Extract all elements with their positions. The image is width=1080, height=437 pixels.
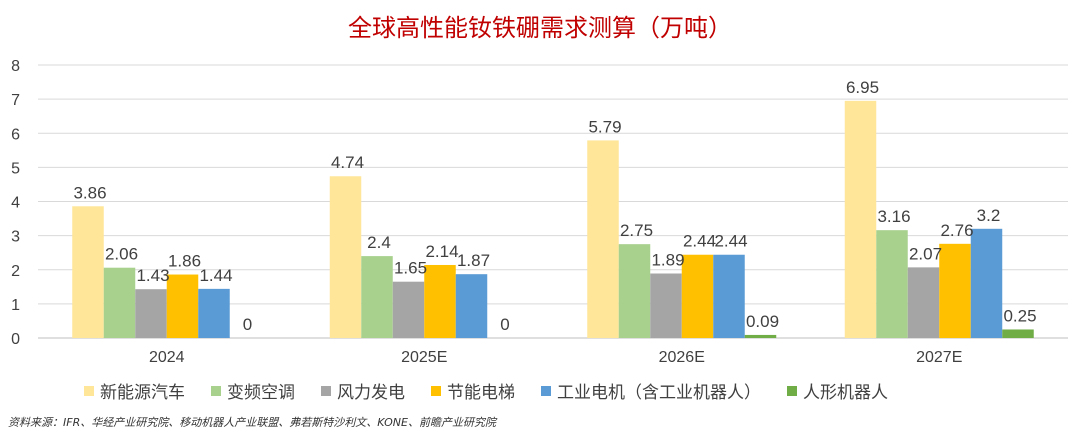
bar-2027E-4	[970, 228, 1003, 338]
bar-2027E-5	[1002, 329, 1034, 338]
x-tick-label: 2024	[149, 349, 185, 366]
data-label: 2.44	[714, 232, 747, 251]
bar-2024-1	[103, 267, 136, 338]
y-tick-label: 6	[11, 126, 20, 143]
data-label: 1.44	[199, 266, 232, 285]
data-label: 1.89	[651, 251, 684, 270]
bar-2024-4	[198, 288, 230, 338]
bar-2025E-3	[424, 264, 456, 338]
legend-item-5: 人形机器人	[787, 378, 888, 403]
data-label: 4.74	[331, 153, 364, 172]
x-tick-label: 2027E	[916, 349, 962, 366]
legend-label: 新能源汽车	[100, 383, 185, 403]
legend-swatch	[321, 385, 331, 396]
legend-item-4: 工业电机（含工业机器人）	[541, 378, 761, 403]
data-label: 2.4	[367, 233, 391, 252]
source-note: 资料来源：IFR、华经产业研究院、移动机器人产业联盟、弗若斯特沙利文、KONE、…	[8, 416, 496, 429]
bar-2024-2	[135, 289, 167, 338]
bar-2026E-2	[650, 273, 682, 338]
bar-2025E-0	[329, 176, 362, 338]
legend: 新能源汽车 变频空调 风力发电 节能电梯 工业电机（含工业机器人） 人形机器人	[84, 378, 914, 403]
bar-2024-3	[166, 274, 199, 338]
data-label: 1.65	[394, 259, 427, 278]
legend-item-0: 新能源汽车	[84, 378, 185, 403]
data-label: 2.06	[105, 245, 138, 264]
data-label: 2.75	[620, 221, 653, 240]
bar-2024-0	[72, 206, 104, 338]
data-label: 0	[500, 315, 509, 334]
bar-2026E-3	[681, 254, 714, 338]
legend-swatch	[84, 385, 94, 396]
y-tick-label: 2	[11, 263, 20, 280]
y-tick-label: 0	[11, 331, 20, 348]
bar-2025E-4	[455, 274, 488, 338]
data-label: 0.25	[1003, 306, 1036, 325]
legend-swatch	[787, 385, 797, 396]
y-tick-label: 5	[11, 160, 20, 177]
y-tick-label: 7	[11, 92, 20, 109]
legend-label: 风力发电	[337, 383, 405, 403]
bar-2025E-1	[361, 256, 393, 338]
data-label: 3.86	[73, 183, 106, 202]
legend-item-3: 节能电梯	[431, 378, 515, 403]
bar-2027E-3	[939, 243, 971, 338]
bar-2027E-0	[844, 100, 877, 338]
data-label: 1.43	[136, 266, 169, 285]
bar-2026E-0	[587, 140, 619, 338]
data-label: 2.44	[683, 232, 716, 251]
y-tick-label: 8	[11, 58, 20, 75]
data-label: 2.14	[425, 242, 458, 261]
legend-swatch	[211, 385, 221, 396]
y-tick-label: 3	[11, 229, 20, 246]
bar-2027E-2	[907, 267, 940, 338]
legend-item-1: 变频空调	[211, 378, 295, 403]
x-tick-label: 2025E	[401, 349, 447, 366]
data-label: 2.76	[940, 221, 973, 240]
data-label: 6.95	[846, 78, 879, 97]
legend-label: 工业电机（含工业机器人）	[557, 383, 761, 403]
bar-2027E-1	[876, 230, 908, 338]
data-label: 3.16	[877, 207, 910, 226]
legend-label: 节能电梯	[447, 383, 515, 403]
y-axis: 0 1 2 3 4 5 6 7 8	[11, 58, 20, 348]
legend-swatch	[541, 385, 551, 396]
y-tick-label: 1	[11, 297, 20, 314]
data-label: 0.09	[746, 312, 779, 331]
data-label: 5.79	[588, 117, 621, 136]
data-label: 0	[243, 315, 252, 334]
legend-label: 人形机器人	[803, 383, 888, 403]
chart-title: 全球高性能钕铁硼需求测算（万吨）	[348, 14, 732, 42]
data-labels: 3.86 2.06 1.431.861.44 0 4.74 2.41.652.141.87…	[73, 78, 1036, 334]
data-label: 2.07	[909, 244, 942, 263]
x-axis: 2024 2025E 2026E 2027E	[149, 349, 962, 366]
data-label: 1.86	[168, 252, 201, 271]
y-tick-label: 4	[11, 195, 20, 212]
bar-2026E-1	[618, 244, 651, 338]
legend-label: 变频空调	[227, 383, 295, 403]
data-label: 3.2	[977, 206, 1001, 225]
bar-2026E-4	[713, 254, 745, 338]
legend-swatch	[431, 385, 441, 396]
bar-2025E-2	[392, 281, 425, 338]
legend-item-2: 风力发电	[321, 378, 405, 403]
x-tick-label: 2026E	[659, 349, 705, 366]
bars	[72, 100, 1034, 338]
bar-2026E-5	[744, 334, 777, 338]
data-label: 1.87	[457, 251, 490, 270]
